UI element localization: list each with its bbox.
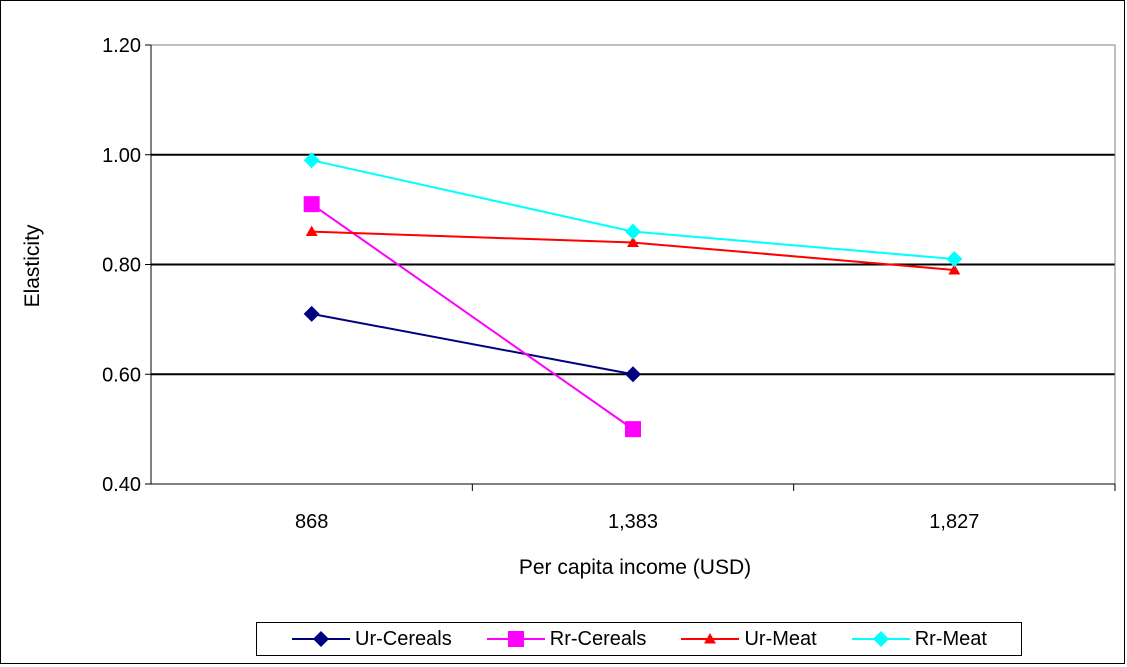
data-point-ur-meat bbox=[627, 236, 639, 248]
x-axis-title: Per capita income (USD) bbox=[519, 556, 751, 579]
legend-label: Rr-Cereals bbox=[549, 627, 647, 650]
data-point-rr-cereals bbox=[625, 421, 641, 438]
y-axis-title: Elasticity bbox=[21, 224, 44, 307]
y-tick-label: 0.40 bbox=[102, 474, 141, 496]
legend-swatch-marker bbox=[313, 631, 330, 647]
legend-swatch-marker bbox=[872, 631, 889, 647]
legend-swatch-marker bbox=[704, 633, 717, 644]
series-rr-cereals bbox=[303, 196, 641, 438]
x-tick-label: 1,383 bbox=[608, 511, 658, 533]
y-tick-label: 0.80 bbox=[102, 255, 141, 277]
data-point-ur-meat bbox=[948, 264, 961, 275]
data-point-ur-cereals bbox=[303, 305, 320, 322]
legend-item-ur-meat: Ur-Meat bbox=[680, 627, 817, 651]
legend-item-ur-cereals: Ur-Cereals bbox=[291, 628, 452, 651]
legend-swatch-ur-meat bbox=[681, 633, 740, 644]
legend-swatch-rr-meat bbox=[851, 631, 910, 647]
series-rr-meat bbox=[303, 152, 963, 268]
data-point-rr-meat bbox=[625, 223, 641, 240]
series-ur-meat bbox=[305, 225, 961, 275]
data-point-ur-cereals bbox=[625, 366, 641, 383]
y-tick-label: 1.20 bbox=[102, 35, 141, 57]
legend-swatch-rr-cereals bbox=[486, 631, 545, 647]
legend-swatch-ur-cereals bbox=[292, 631, 351, 647]
legend-label: Ur-Meat bbox=[744, 627, 817, 650]
data-point-ur-meat bbox=[305, 225, 318, 237]
legend-item-rr-cereals: Rr-Cereals bbox=[486, 627, 647, 651]
legend-item-rr-meat: Rr-Meat bbox=[851, 628, 987, 651]
data-point-rr-cereals bbox=[303, 196, 320, 213]
series-line-ur-cereals bbox=[311, 312, 634, 376]
x-tick-label: 1,827 bbox=[929, 511, 979, 533]
legend-swatch-marker bbox=[507, 631, 524, 647]
x-tick-label: 868 bbox=[295, 511, 328, 533]
legend-label: Rr-Meat bbox=[914, 627, 987, 650]
series-ur-cereals bbox=[303, 305, 641, 383]
data-point-rr-meat bbox=[946, 251, 963, 268]
y-tick-label: 0.60 bbox=[102, 364, 141, 386]
y-tick-label: 1.00 bbox=[102, 145, 141, 167]
series-line-rr-cereals bbox=[311, 203, 634, 430]
data-point-rr-meat bbox=[303, 152, 320, 169]
legend-label: Ur-Cereals bbox=[355, 627, 452, 650]
legend: Ur-Cereals Rr-Cereals Ur-Meat Rr-Meat bbox=[256, 622, 1022, 656]
